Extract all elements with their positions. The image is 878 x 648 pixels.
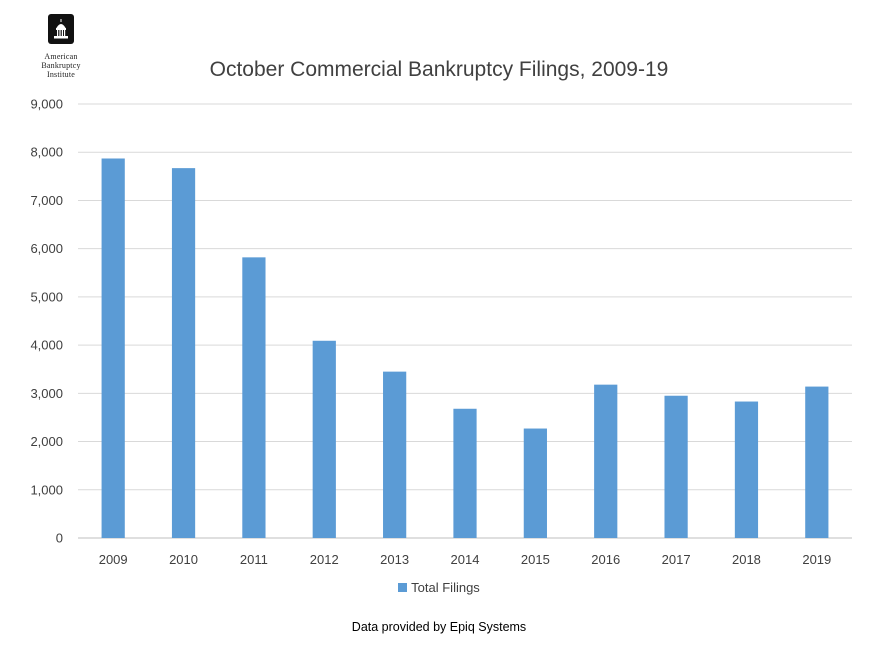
y-tick-label: 5,000	[30, 289, 63, 304]
bar-2011	[242, 257, 266, 538]
bar-2017	[664, 395, 688, 538]
y-axis-ticks: 0 1,000 2,000 3,000 4,000 5,000 6,000 7,000 8,00…	[30, 97, 63, 546]
x-tick-label: 2017	[662, 552, 691, 567]
bars	[101, 158, 829, 539]
x-tick-label: 2016	[591, 552, 620, 567]
source-note: Data provided by Epiq Systems	[351, 620, 527, 634]
logo-text-line-2: Bankruptcy	[41, 61, 81, 70]
bar-2015	[523, 428, 547, 538]
x-tick-label: 2015	[521, 552, 550, 567]
x-tick-label: 2010	[169, 552, 198, 567]
bar-2009	[101, 158, 125, 539]
legend: Total Filings	[0, 580, 878, 595]
x-tick-label: 2018	[732, 552, 761, 567]
x-tick-label: 2011	[240, 552, 268, 567]
bar-chart: 0 1,000 2,000 3,000 4,000 5,000 6,000 7,000 8,00…	[30, 97, 852, 567]
bar-2014	[453, 408, 477, 538]
bar-2016	[594, 384, 618, 538]
x-tick-label: 2013	[380, 552, 409, 567]
y-tick-label: 9,000	[30, 97, 63, 112]
bar-2019	[805, 386, 829, 538]
x-tick-label: 2009	[99, 552, 128, 567]
bar-2012	[312, 340, 336, 538]
chart-title: October Commercial Bankruptcy Filings, 2…	[209, 58, 669, 81]
y-tick-label: 6,000	[30, 241, 63, 256]
y-tick-label: 8,000	[30, 145, 63, 160]
x-tick-label: 2012	[310, 552, 339, 567]
bar-2018	[734, 401, 759, 538]
x-tick-label: 2019	[802, 552, 831, 567]
y-tick-label: 1,000	[30, 482, 63, 497]
x-tick-label: 2014	[451, 552, 480, 567]
y-tick-label: 3,000	[30, 386, 63, 401]
x-axis-ticks: 2009 2010 2011 2012 2013 2014 2015 2016 2017 2018…	[99, 552, 832, 567]
legend-swatch	[398, 583, 408, 593]
bar-2013	[383, 371, 407, 538]
y-tick-label: 4,000	[30, 338, 63, 353]
logo-text-line-3: Institute	[46, 70, 76, 79]
y-tick-label: 7,000	[30, 193, 63, 208]
bar-2010	[171, 168, 196, 538]
logo-text-line-1: American	[44, 52, 78, 61]
y-tick-label: 2,000	[30, 434, 63, 449]
capitol-dome-icon	[48, 14, 74, 44]
legend-label: Total Filings	[411, 580, 480, 595]
y-tick-label: 0	[56, 531, 63, 546]
abi-logo: American Bankruptcy Institute	[22, 12, 94, 82]
